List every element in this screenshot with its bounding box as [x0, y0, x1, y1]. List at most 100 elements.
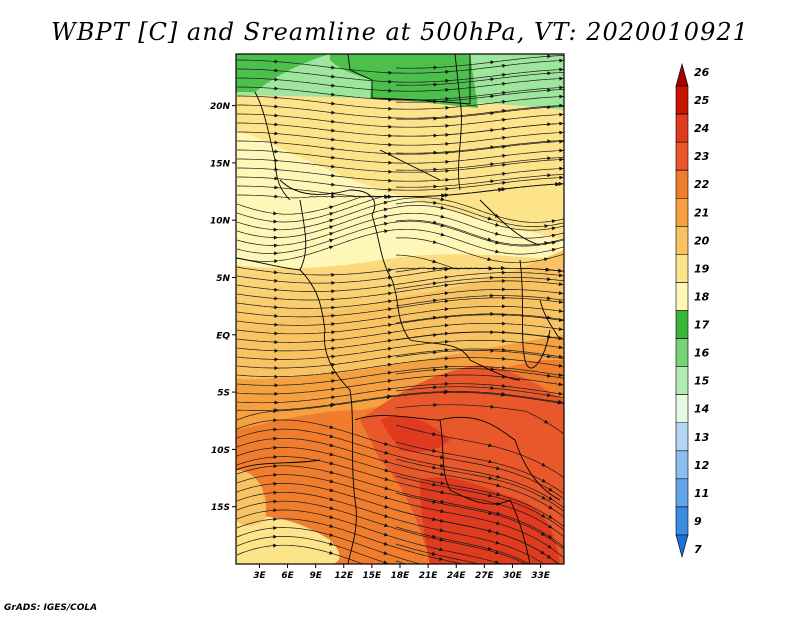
stream-arrow: [502, 180, 507, 185]
stream-arrow: [388, 330, 393, 335]
stream-arrow: [490, 162, 495, 167]
stream-arrow: [558, 327, 563, 331]
stream-arrow: [388, 283, 393, 288]
stream-arrow: [440, 205, 445, 210]
stream-arrow: [273, 436, 278, 441]
stream-arrow: [274, 374, 279, 379]
stream-arrow: [558, 391, 563, 396]
stream-arrow: [544, 257, 549, 262]
stream-arrow: [558, 273, 563, 278]
streamline: [236, 280, 564, 301]
stream-arrow: [331, 65, 336, 70]
stream-arrow: [502, 330, 507, 335]
streamline: [395, 267, 564, 273]
stream-arrow: [445, 69, 450, 74]
stream-arrow: [495, 466, 501, 471]
streamline: [236, 183, 564, 223]
stream-arrow: [502, 339, 507, 343]
stream-arrow: [273, 481, 278, 486]
stream-arrow: [384, 459, 389, 464]
stream-arrow: [274, 366, 279, 370]
colorbar-label: 14: [694, 403, 709, 416]
stream-arrow: [547, 71, 552, 76]
stream-arrow: [444, 291, 449, 296]
colorbar-swatch: [675, 141, 689, 171]
stream-arrow: [544, 224, 549, 229]
stream-arrow: [329, 245, 334, 250]
stream-arrow: [444, 323, 449, 328]
stream-arrow: [274, 185, 279, 190]
streamline: [237, 131, 564, 146]
streamline: [236, 228, 564, 262]
stream-arrow: [274, 131, 279, 136]
streamline: [236, 322, 564, 343]
stream-arrow: [432, 259, 437, 264]
stream-arrow: [331, 305, 336, 310]
stream-arrow: [388, 346, 393, 351]
colorbar-label: 16: [694, 347, 710, 360]
stream-arrow: [274, 122, 279, 127]
chart-title: WBPT [C] and Sreamline at 500hPa, VT: 20…: [51, 18, 749, 46]
stream-arrow: [384, 504, 389, 509]
streamline: [395, 55, 564, 69]
lat-tick-label: 5N: [216, 274, 230, 284]
stream-arrow: [331, 322, 336, 326]
stream-arrow: [502, 63, 507, 68]
stream-arrow: [273, 219, 278, 224]
stream-arrow: [445, 96, 450, 101]
stream-arrow: [274, 104, 279, 109]
stream-arrow: [558, 354, 563, 359]
stream-arrow: [387, 362, 393, 367]
stream-arrow: [433, 167, 438, 172]
stream-arrow: [490, 145, 495, 150]
stream-arrow: [439, 528, 444, 533]
stream-arrow: [329, 497, 334, 502]
stream-arrow: [490, 311, 495, 316]
streamline: [237, 86, 564, 101]
colorbar-label: 9: [694, 515, 702, 528]
stream-arrow: [331, 83, 336, 88]
stream-arrow: [274, 305, 279, 310]
streamline: [395, 509, 560, 564]
stream-arrow: [274, 278, 279, 283]
stream-arrow: [488, 443, 493, 448]
streamline: [395, 526, 531, 564]
stream-arrow: [274, 77, 279, 82]
stream-arrow: [487, 257, 492, 262]
stream-arrow: [331, 330, 336, 335]
border-line: [236, 459, 321, 471]
stream-arrow: [274, 383, 279, 388]
border-line: [323, 329, 357, 564]
stream-arrow: [329, 470, 335, 475]
stream-arrow: [273, 543, 278, 548]
stream-arrow: [548, 487, 553, 492]
border-line: [519, 259, 551, 369]
lat-tick-label: 15N: [210, 159, 231, 169]
border-line: [514, 439, 561, 501]
colorbar-label: 21: [694, 206, 709, 219]
lat-tick-label: 15S: [211, 503, 230, 513]
stream-arrow: [274, 322, 279, 327]
stream-arrow: [273, 445, 278, 450]
streamline: [395, 475, 564, 531]
stream-arrow: [383, 214, 389, 219]
streamline: [395, 492, 564, 550]
stream-arrow: [558, 363, 563, 368]
stream-arrow: [388, 160, 393, 165]
stream-arrow: [546, 267, 551, 272]
stream-arrow: [444, 356, 449, 361]
stream-arrow: [388, 291, 393, 296]
stream-arrow: [547, 173, 552, 178]
lat-tick-label: 20N: [210, 102, 231, 112]
stream-arrow: [383, 551, 388, 555]
stream-arrow: [445, 186, 450, 191]
stream-arrow: [502, 356, 507, 361]
border-line: [379, 149, 441, 181]
stream-arrow: [495, 550, 500, 555]
colorbar-label: 17: [694, 319, 710, 332]
streamline: [236, 419, 564, 500]
streamline: [236, 348, 564, 369]
colorbar-label: 11: [694, 487, 709, 500]
stream-arrow: [558, 373, 563, 377]
